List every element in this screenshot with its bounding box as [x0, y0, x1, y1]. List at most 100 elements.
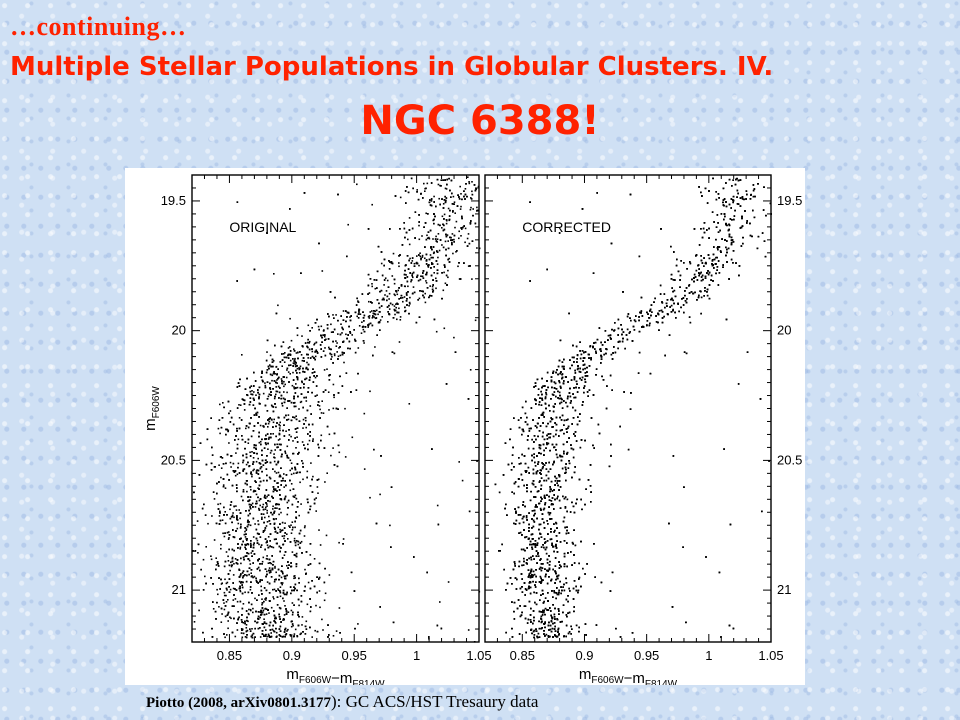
- star-point: [266, 455, 268, 457]
- star-point: [283, 416, 286, 419]
- star-point: [442, 246, 445, 249]
- star-point: [253, 542, 255, 544]
- star-point: [323, 581, 326, 584]
- star-point: [271, 568, 274, 571]
- star-point: [403, 296, 406, 298]
- star-point: [225, 601, 228, 603]
- star-point: [374, 310, 376, 313]
- star-point: [278, 613, 280, 616]
- star-point: [290, 524, 292, 526]
- star-point: [252, 576, 254, 579]
- star-point: [280, 345, 283, 348]
- star-point: [282, 397, 285, 400]
- star-point: [253, 268, 256, 271]
- star-point: [400, 297, 402, 299]
- star-point: [266, 573, 268, 576]
- star-point: [274, 449, 276, 451]
- star-point: [265, 608, 268, 610]
- star-point: [447, 276, 449, 279]
- star-point: [298, 514, 300, 517]
- star-point: [277, 503, 279, 506]
- star-point: [203, 503, 205, 506]
- star-point: [294, 468, 297, 471]
- star-point: [389, 524, 391, 527]
- star-point: [257, 487, 259, 489]
- star-point: [296, 365, 298, 367]
- star-point: [224, 487, 227, 489]
- star-point: [333, 354, 336, 357]
- star-point: [430, 182, 433, 184]
- star-point: [266, 521, 269, 523]
- star-point: [257, 473, 260, 475]
- star-point: [318, 328, 320, 331]
- star-point: [306, 470, 309, 473]
- star-point: [275, 365, 278, 368]
- star-point: [252, 463, 254, 465]
- star-point: [262, 503, 265, 506]
- star-point: [436, 504, 439, 507]
- star-point: [417, 198, 420, 201]
- star-point: [324, 567, 326, 570]
- star-point: [259, 424, 262, 427]
- star-point: [408, 304, 410, 307]
- star-point: [252, 562, 254, 564]
- star-point: [239, 527, 242, 529]
- star-point: [225, 594, 227, 597]
- star-point: [275, 472, 278, 474]
- star-point: [339, 354, 342, 357]
- star-point: [428, 236, 430, 239]
- star-point: [204, 514, 207, 516]
- star-point: [280, 480, 283, 482]
- star-point: [239, 585, 241, 588]
- star-point: [430, 295, 433, 297]
- star-point: [223, 565, 226, 568]
- star-point: [295, 516, 297, 519]
- star-point: [210, 469, 213, 471]
- star-point: [280, 467, 282, 469]
- star-point: [267, 448, 269, 450]
- star-point: [391, 262, 394, 265]
- star-point: [299, 351, 301, 353]
- star-point: [238, 616, 240, 618]
- star-point: [357, 313, 360, 315]
- star-point: [256, 568, 259, 570]
- star-point: [283, 575, 286, 578]
- star-point: [291, 529, 294, 531]
- star-point: [280, 570, 283, 572]
- star-point: [233, 563, 235, 565]
- star-point: [240, 581, 243, 583]
- star-point: [451, 241, 453, 244]
- star-point: [298, 604, 300, 607]
- star-point: [411, 257, 414, 259]
- star-point: [322, 334, 324, 336]
- star-point: [279, 498, 282, 500]
- star-point: [239, 590, 242, 593]
- star-point: [218, 419, 221, 421]
- star-point: [293, 348, 295, 350]
- star-point: [280, 511, 282, 514]
- star-point: [288, 364, 290, 367]
- star-point: [286, 630, 288, 632]
- star-point: [275, 425, 277, 428]
- star-point: [250, 575, 253, 578]
- star-point: [220, 476, 222, 479]
- star-point: [413, 265, 416, 267]
- star-point: [269, 540, 271, 542]
- star-point: [261, 593, 263, 595]
- star-point: [223, 506, 225, 509]
- star-point: [241, 614, 243, 616]
- star-point: [341, 332, 343, 334]
- star-point: [253, 575, 256, 578]
- star-points: [192, 176, 481, 643]
- star-point: [326, 425, 329, 428]
- star-point: [202, 589, 205, 591]
- star-point: [251, 502, 254, 505]
- star-point: [470, 197, 472, 199]
- star-point: [236, 473, 239, 476]
- star-point: [254, 490, 257, 492]
- star-point: [254, 523, 256, 525]
- star-point: [255, 579, 258, 582]
- star-point: [443, 228, 446, 231]
- star-point: [357, 372, 359, 375]
- star-point: [254, 480, 256, 482]
